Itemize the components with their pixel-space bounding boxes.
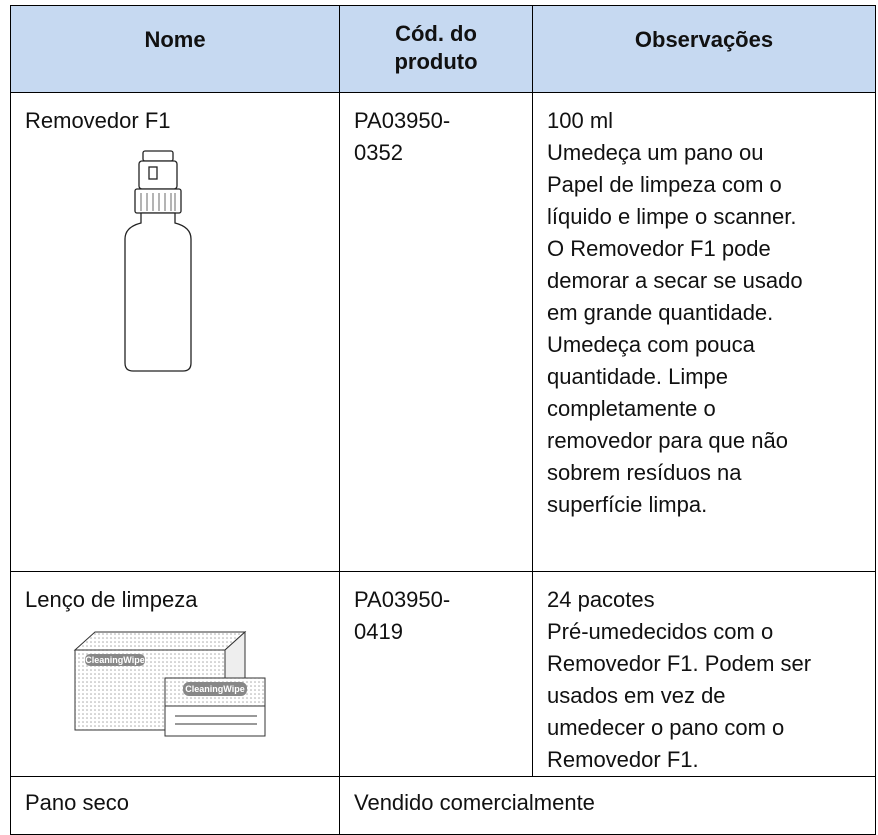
wipe-label: CleaningWipe [85,655,144,665]
product-code: PA03950- [354,587,451,612]
cell: 24 pacotes Pré-umedecidos com o Removedor … [532,571,876,777]
header-cell: Nome [10,5,340,93]
note-line: superfície limpa. [547,492,708,517]
note-line: Removedor F1. [547,747,699,772]
page: Nome Cód. do produto Observações Removedo… [10,5,876,835]
row: Pano seco Vendido comercialmente [10,776,876,835]
header-row: Nome Cód. do produto Observações [10,5,876,93]
cell: Pano seco [10,776,340,835]
note-line: completamente o [547,396,716,421]
header-text: Cód. do [395,21,477,46]
merged-note: Vendido comercialmente [354,790,595,815]
note-line: usados em vez de [547,683,726,708]
note-line: O Removedor F1 pode [547,236,771,261]
note-line: líquido e limpe o scanner. [547,204,797,229]
spray-bottle [124,150,192,372]
header-text: Observações [634,27,774,52]
note-line: Papel de limpeza com o [547,172,782,197]
note-line: 100 ml [547,108,614,133]
cell: PA03950- 0352 [339,92,533,572]
row: Lenço de limpeza CleaningWipe CleaningWi… [10,571,876,777]
note-line: Umedeça com pouca [547,332,755,357]
header-cell: Observações [532,5,876,93]
header-text: produto [394,49,478,74]
note-line: removedor para que não [547,428,788,453]
name: Pano seco [25,790,129,815]
header-text: Nome [144,27,206,52]
cell: Removedor F1 [10,92,340,572]
cell: 100 ml Umedeça um pano ou Papel de limpeza… [532,92,876,572]
name: Removedor F1 [25,108,171,133]
note-line: Pré-umedecidos com o [547,619,774,644]
product-code: PA03950- [354,108,451,133]
cell: Vendido comercialmente [339,776,876,835]
product-table: Nome Cód. do produto Observações Removedo… [10,5,876,835]
note-line: umedecer o pano com o [547,715,785,740]
row: Removedor F1 PA03950- 0352 100 ml Umedeça … [10,92,876,572]
note-line: sobrem resíduos na [547,460,742,485]
header-cell: Cód. do produto [339,5,533,93]
note-line: Removedor F1. Podem ser [547,651,812,676]
note-line: quantidade. Limpe [547,364,729,389]
product-code: 0352 [354,140,403,165]
note-line: Umedeça um pano ou [547,140,764,165]
wipes-image: CleaningWipe CleaningWipe [73,630,266,737]
note-line: 24 pacotes [547,587,655,612]
product-code: 0419 [354,619,403,644]
note-line: em grande quantidade. [547,300,774,325]
cell: PA03950- 0419 [339,571,533,777]
name: Lenço de limpeza [25,587,198,612]
note-line: demorar a secar se usado [547,268,803,293]
cell: Lenço de limpeza CleaningWipe CleaningWi… [10,571,340,777]
wipe-label: CleaningWipe [185,684,244,694]
